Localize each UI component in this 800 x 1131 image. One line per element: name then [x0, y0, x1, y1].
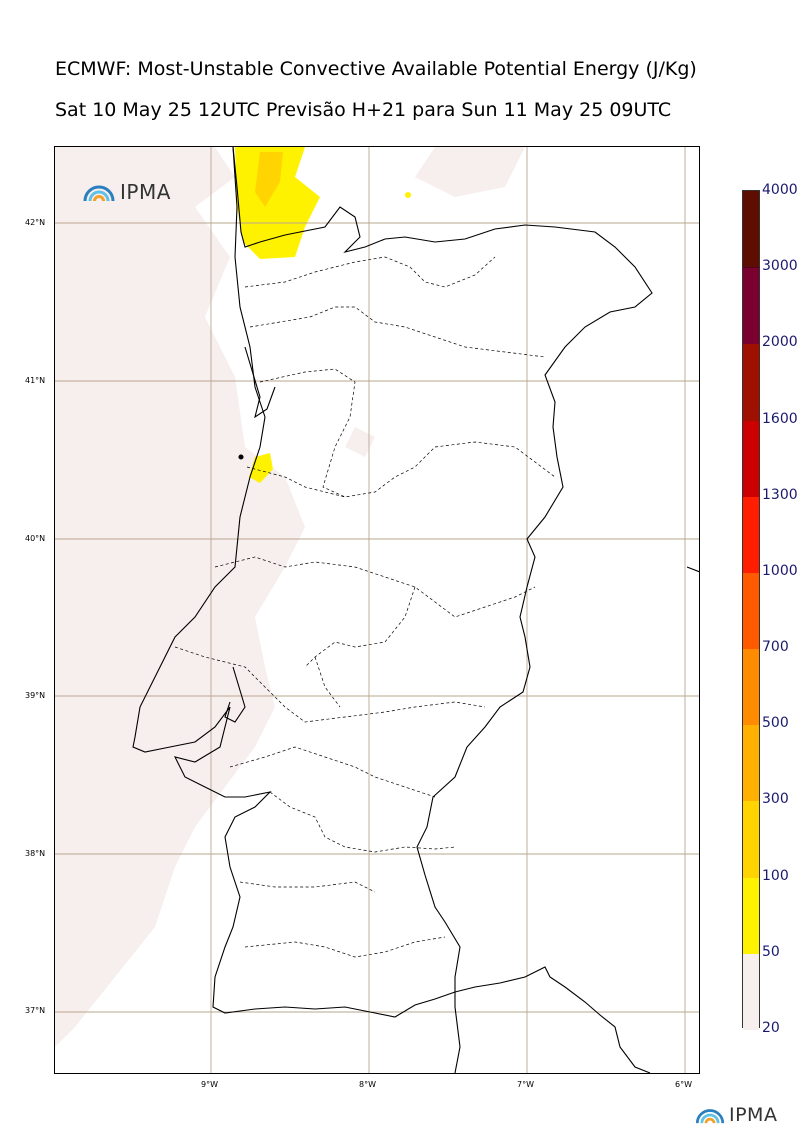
- chart-subtitle: Sat 10 May 25 12UTC Previsão H+21 para S…: [55, 99, 672, 121]
- lat-tick-label: 39°N: [25, 691, 46, 700]
- ipma-logo: IPMA: [82, 180, 171, 204]
- colorbar-level-label: 1000: [762, 562, 798, 579]
- colorbar-level-label: 50: [762, 943, 780, 960]
- lat-tick-label: 41°N: [25, 376, 46, 385]
- colorbar-segment: [743, 419, 759, 497]
- colorbar-level-label: 500: [762, 715, 789, 732]
- cape-field-50: [235, 147, 411, 483]
- colorbar-segment: [743, 343, 759, 421]
- colorbar-level-label: 300: [762, 791, 789, 808]
- colorbar-level-label: 700: [762, 639, 789, 656]
- colorbar-level-label: 1300: [762, 486, 798, 503]
- cape-field-low: [55, 147, 525, 1047]
- lat-tick-label: 38°N: [25, 849, 46, 858]
- colorbar-segment: [743, 800, 759, 878]
- ipma-logo-footer: IPMA: [694, 1104, 777, 1126]
- colorbar-segment: [743, 952, 759, 1030]
- ipma-logo-text: IPMA: [120, 180, 171, 204]
- map-canvas: [55, 147, 699, 1073]
- colorbar-level-label: 1600: [762, 410, 798, 427]
- district-boundaries: [174, 256, 556, 958]
- colorbar-level-label: 4000: [762, 182, 798, 198]
- ipma-logo-text: IPMA: [729, 1104, 778, 1126]
- lon-tick-label: 6°W: [675, 1080, 692, 1089]
- lat-tick-label: 37°N: [25, 1006, 46, 1015]
- ipma-rainbow-icon: [695, 1109, 725, 1124]
- lat-tick-label: 42°N: [25, 218, 46, 227]
- colorbar-level-label: 100: [762, 867, 789, 884]
- graticule: [55, 147, 699, 1073]
- lon-tick-label: 9°W: [201, 1080, 218, 1089]
- chart-title: ECMWF: Most-Unstable Convective Availabl…: [55, 58, 697, 80]
- colorbar-level-label: 20: [762, 1020, 780, 1036]
- colorbar-level-label: 3000: [762, 258, 798, 275]
- colorbar-segment: [743, 267, 759, 345]
- map-frame: [54, 146, 700, 1074]
- ipma-rainbow-icon: [83, 185, 115, 202]
- colorbar-segment: [743, 648, 759, 726]
- lon-tick-label: 8°W: [359, 1080, 376, 1089]
- colorbar-segment: [743, 724, 759, 802]
- lon-tick-label: 7°W: [517, 1080, 534, 1089]
- colorbar-segment: [743, 571, 759, 650]
- lat-tick-label: 40°N: [25, 534, 46, 543]
- colorbar-segment: [743, 495, 759, 573]
- colorbar-level-label: 2000: [762, 334, 798, 351]
- colorbar: [742, 190, 760, 1030]
- colorbar-segment: [743, 876, 759, 954]
- colorbar-segment: [743, 191, 759, 268]
